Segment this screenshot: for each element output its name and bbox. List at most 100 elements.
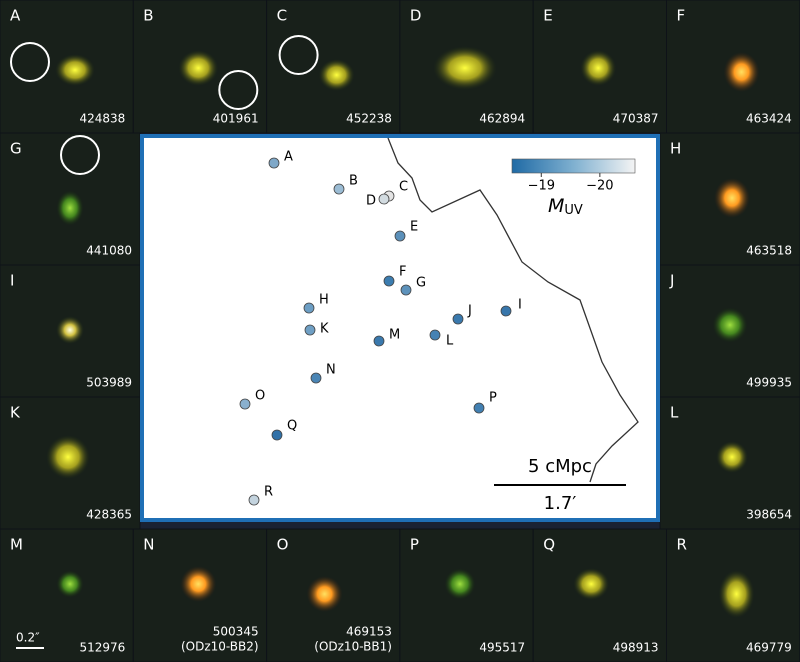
source — [432, 46, 497, 90]
panel-letter: K — [10, 404, 21, 422]
object-id: 512976 — [79, 641, 125, 655]
galaxy-point — [333, 183, 345, 195]
object-id: 463424 — [746, 112, 792, 126]
point-label: B — [349, 174, 358, 189]
colorbar — [511, 158, 636, 174]
marker-circle — [278, 35, 319, 75]
source — [716, 441, 748, 473]
panel-letter: G — [10, 140, 22, 158]
object-id: 463518 — [746, 244, 792, 258]
marker-circle — [10, 42, 50, 82]
source — [56, 190, 84, 226]
panel-letter: E — [543, 7, 552, 25]
colorbar-tick-label: −20 — [586, 179, 613, 194]
galaxy-point — [373, 335, 385, 347]
marker-circle — [218, 70, 259, 110]
panel-letter: M — [10, 536, 23, 554]
point-label: I — [518, 298, 522, 313]
source — [580, 50, 617, 86]
object-note: (ODz10-BB1) — [314, 640, 392, 654]
galaxy-point — [452, 313, 464, 325]
object-id: 441080 — [86, 244, 132, 258]
point-label: G — [416, 276, 426, 291]
scale-label: 1.7′ — [544, 493, 577, 514]
point-label: E — [410, 220, 418, 235]
source — [55, 54, 95, 86]
galaxy-point — [303, 302, 315, 314]
panel-letter: P — [410, 536, 419, 554]
panel-letter: D — [410, 7, 422, 25]
point-label: P — [489, 391, 497, 406]
source — [443, 568, 476, 600]
source — [46, 435, 90, 479]
source — [180, 566, 217, 602]
source — [178, 50, 219, 86]
source — [56, 316, 84, 344]
object-id: 452238 — [346, 112, 392, 126]
source — [714, 178, 750, 218]
point-label: Q — [287, 419, 297, 434]
panel-letter: C — [277, 7, 287, 25]
source — [712, 307, 748, 343]
galaxy-point — [429, 329, 441, 341]
panel-letter: J — [669, 272, 674, 290]
survey-boundary — [387, 137, 639, 483]
point-label: K — [320, 322, 329, 337]
source — [56, 570, 84, 598]
object-id: 499935 — [746, 376, 792, 390]
object-id: 500345 — [213, 625, 259, 639]
colorbar-label: MUV — [548, 195, 583, 218]
object-id: 469779 — [746, 641, 792, 655]
point-label: J — [467, 304, 472, 319]
point-label: H — [319, 293, 329, 308]
panel-letter: B — [143, 7, 153, 25]
object-id: 469153 — [346, 625, 392, 639]
point-label: N — [326, 363, 336, 378]
object-id: 495517 — [479, 641, 525, 655]
source — [573, 568, 610, 600]
object-id: 470387 — [613, 112, 659, 126]
object-id: 498913 — [613, 641, 659, 655]
panel-letter: A — [10, 7, 21, 25]
source — [318, 59, 355, 91]
panel-letter: L — [670, 404, 679, 422]
source — [723, 52, 760, 92]
object-id: 462894 — [479, 112, 525, 126]
point-label: A — [284, 150, 293, 165]
panel-letter: N — [143, 536, 154, 554]
panel-letter: F — [677, 7, 686, 25]
colorbar-tick-label: −19 — [528, 179, 555, 194]
object-note: (ODz10-BB2) — [181, 640, 259, 654]
galaxy-point — [383, 275, 395, 287]
object-id: 503989 — [86, 376, 132, 390]
source — [718, 570, 755, 618]
map-panel — [140, 134, 660, 522]
object-id: 428365 — [86, 508, 132, 522]
galaxy-point — [239, 398, 251, 410]
galaxy-point — [248, 494, 260, 506]
cutout-scale-label: 0.2″ — [16, 631, 40, 645]
object-id: 424838 — [79, 112, 125, 126]
galaxy-point — [500, 305, 512, 317]
point-label: D — [366, 194, 376, 209]
point-label: M — [389, 328, 400, 343]
point-label: C — [399, 180, 408, 195]
panel-letter: R — [677, 536, 687, 554]
scale-label: 5 cMpc — [528, 456, 592, 477]
object-id: 398654 — [746, 508, 792, 522]
galaxy-point — [268, 157, 280, 169]
galaxy-point — [310, 372, 322, 384]
panel-letter: I — [10, 272, 14, 290]
galaxy-point — [394, 230, 406, 242]
source — [306, 576, 343, 612]
galaxy-point — [271, 429, 283, 441]
panel-letter: O — [277, 536, 289, 554]
object-id: 401961 — [213, 112, 259, 126]
galaxy-point — [473, 402, 485, 414]
panel-letter: Q — [543, 536, 555, 554]
marker-circle — [60, 135, 100, 175]
galaxy-point — [400, 284, 412, 296]
point-label: R — [264, 485, 273, 500]
galaxy-point — [304, 324, 316, 336]
